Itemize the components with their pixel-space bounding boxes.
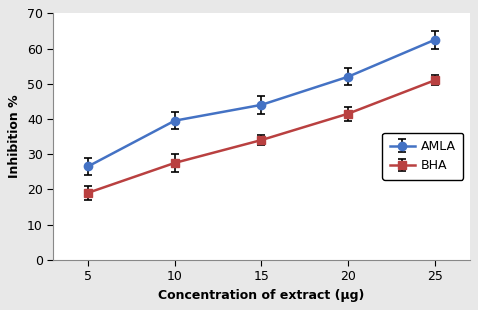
X-axis label: Concentration of extract (μg): Concentration of extract (μg) [158,289,365,302]
Legend: AMLA, BHA: AMLA, BHA [382,133,463,180]
Y-axis label: Inhibition %: Inhibition % [8,95,22,178]
